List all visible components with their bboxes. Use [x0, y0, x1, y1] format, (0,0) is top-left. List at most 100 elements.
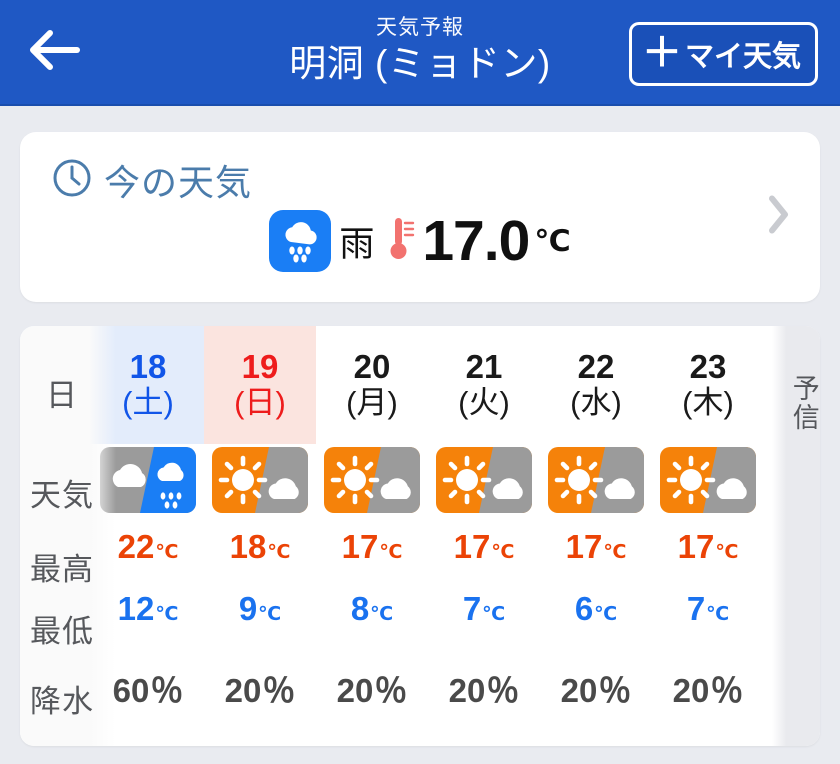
min-temp-unit: ℃: [706, 604, 730, 625]
back-button[interactable]: [0, 0, 110, 105]
max-temp-unit: ℃: [155, 542, 179, 563]
pop-value: 20: [560, 672, 598, 709]
app-header: 天気予報 明洞 (ミョドン) ＋ マイ天気: [0, 0, 840, 106]
day-cell-19[interactable]: 19 (日): [204, 326, 316, 444]
min-temp-cell-partial: [20, 578, 92, 640]
pop-value: 20: [336, 672, 374, 709]
current-weather-body: 雨 17.0 ℃: [20, 210, 820, 272]
max-temp-unit: ℃: [715, 542, 739, 563]
pop-unit: ％: [710, 672, 744, 709]
forecast-table: 18 (土) 19 (日) 20 (月) 21 (火): [20, 326, 764, 736]
forecast-row-max-temp: 22℃ 18℃ 17℃ 17℃ 17℃ 17℃: [20, 516, 764, 578]
day-number: 18: [129, 348, 167, 386]
day-weekday: (土): [122, 385, 174, 421]
pop-value: 20: [224, 672, 262, 709]
plus-icon: ＋: [641, 30, 682, 75]
max-temp-value: 17: [341, 528, 379, 565]
day-number: 22: [577, 348, 615, 386]
cloudy-then-rain-icon: [20, 447, 92, 513]
forecast-row-precipitation: 60％ 20％ 20％ 20％ 20％ 20％: [20, 640, 764, 736]
min-temp-value: 6: [574, 590, 594, 627]
pop-value: 20: [672, 672, 710, 709]
add-my-weather-button[interactable]: ＋ マイ天気: [628, 22, 818, 86]
max-temp-unit: ℃: [379, 542, 403, 563]
min-temp-unit: ℃: [155, 604, 179, 625]
min-temp-value: 9: [238, 590, 258, 627]
weather-cell-22: [540, 444, 652, 516]
min-temp-unit: ℃: [594, 604, 618, 625]
clock-icon: [52, 158, 92, 203]
min-temp-value: 12: [117, 590, 155, 627]
forecast-row-weather: [20, 444, 764, 516]
day-weekday: (火): [458, 385, 510, 421]
min-temp-cell-22: 6℃: [540, 578, 652, 640]
max-temp-unit: ℃: [267, 542, 291, 563]
sunny-then-cloudy-icon: [428, 447, 540, 513]
forecast-table-card[interactable]: 18 (土) 19 (日) 20 (月) 21 (火): [20, 326, 820, 746]
sunny-then-cloudy-icon: [316, 447, 428, 513]
pop-cell-19: 20％: [204, 640, 316, 736]
max-temp-value: 17: [453, 528, 491, 565]
day-number: 23: [689, 348, 727, 386]
day-weekday: (水): [570, 385, 622, 421]
min-temp-cell-20: 8℃: [316, 578, 428, 640]
day-number: 21: [465, 348, 503, 386]
forecast-row-day: 18 (土) 19 (日) 20 (月) 21 (火): [20, 326, 764, 444]
pop-unit: ％: [262, 672, 296, 709]
min-temp-cell-23: 7℃: [652, 578, 764, 640]
page-title: 明洞 (ミョドン): [289, 43, 551, 85]
weather-cell-21: [428, 444, 540, 516]
min-temp-unit: ℃: [370, 604, 394, 625]
sunny-then-cloudy-icon: [204, 447, 316, 513]
max-temp-unit: ℃: [603, 542, 627, 563]
weather-cell-partial: [20, 444, 92, 516]
max-temp-cell-23: 17℃: [652, 516, 764, 578]
max-temp-cell-partial: [20, 516, 92, 578]
my-weather-label: マイ天気: [684, 41, 801, 73]
min-temp-value: 8: [350, 590, 370, 627]
max-temp-value: 18: [229, 528, 267, 565]
day-weekday: (日): [234, 385, 286, 421]
pop-cell-22: 20％: [540, 640, 652, 736]
min-temp-value: 7: [462, 590, 482, 627]
current-temperature: 17.0: [422, 208, 530, 273]
pop-unit: ％: [150, 672, 184, 709]
rain-icon: [269, 210, 332, 272]
pop-cell-18: 60％: [92, 640, 204, 736]
current-condition-text: 雨: [339, 224, 375, 264]
day-number: 20: [353, 348, 391, 386]
current-weather-label: 今の天気: [104, 162, 253, 203]
chevron-right-icon[interactable]: [766, 193, 792, 242]
weather-cell-23: [652, 444, 764, 516]
current-weather-card[interactable]: 今の天気 雨: [20, 132, 820, 302]
pop-cell-23: 20％: [652, 640, 764, 736]
max-temp-cell-21: 17℃: [428, 516, 540, 578]
back-arrow-icon: [28, 29, 82, 76]
day-cell-20[interactable]: 20 (月): [316, 326, 428, 444]
day-cell-22[interactable]: 22 (水): [540, 326, 652, 444]
min-temp-unit: ℃: [258, 604, 282, 625]
pop-unit: ％: [598, 672, 632, 709]
pop-value: 20: [448, 672, 486, 709]
max-temp-value: 17: [565, 528, 603, 565]
cloudy-then-rain-icon: [92, 447, 204, 513]
sunny-then-cloudy-icon: [540, 447, 652, 513]
day-cell-23[interactable]: 23 (木): [652, 326, 764, 444]
day-cell-partial[interactable]: [20, 326, 92, 444]
day-weekday: (木): [682, 385, 734, 421]
pop-unit: ％: [486, 672, 520, 709]
forecast-scroll-area[interactable]: 18 (土) 19 (日) 20 (月) 21 (火): [20, 326, 820, 746]
current-temperature-unit: ℃: [534, 224, 571, 258]
max-temp-value: 22: [117, 528, 155, 565]
max-temp-cell-20: 17℃: [316, 516, 428, 578]
pop-unit: ％: [374, 672, 408, 709]
day-cell-18[interactable]: 18 (土): [92, 326, 204, 444]
day-cell-21[interactable]: 21 (火): [428, 326, 540, 444]
weather-cell-20: [316, 444, 428, 516]
pop-value: 60: [112, 672, 150, 709]
min-temp-cell-18: 12℃: [92, 578, 204, 640]
pop-cell-partial: [20, 640, 92, 736]
weather-cell-18: [92, 444, 204, 516]
min-temp-value: 7: [686, 590, 706, 627]
forecast-reliability-column[interactable]: 予信: [772, 326, 820, 746]
